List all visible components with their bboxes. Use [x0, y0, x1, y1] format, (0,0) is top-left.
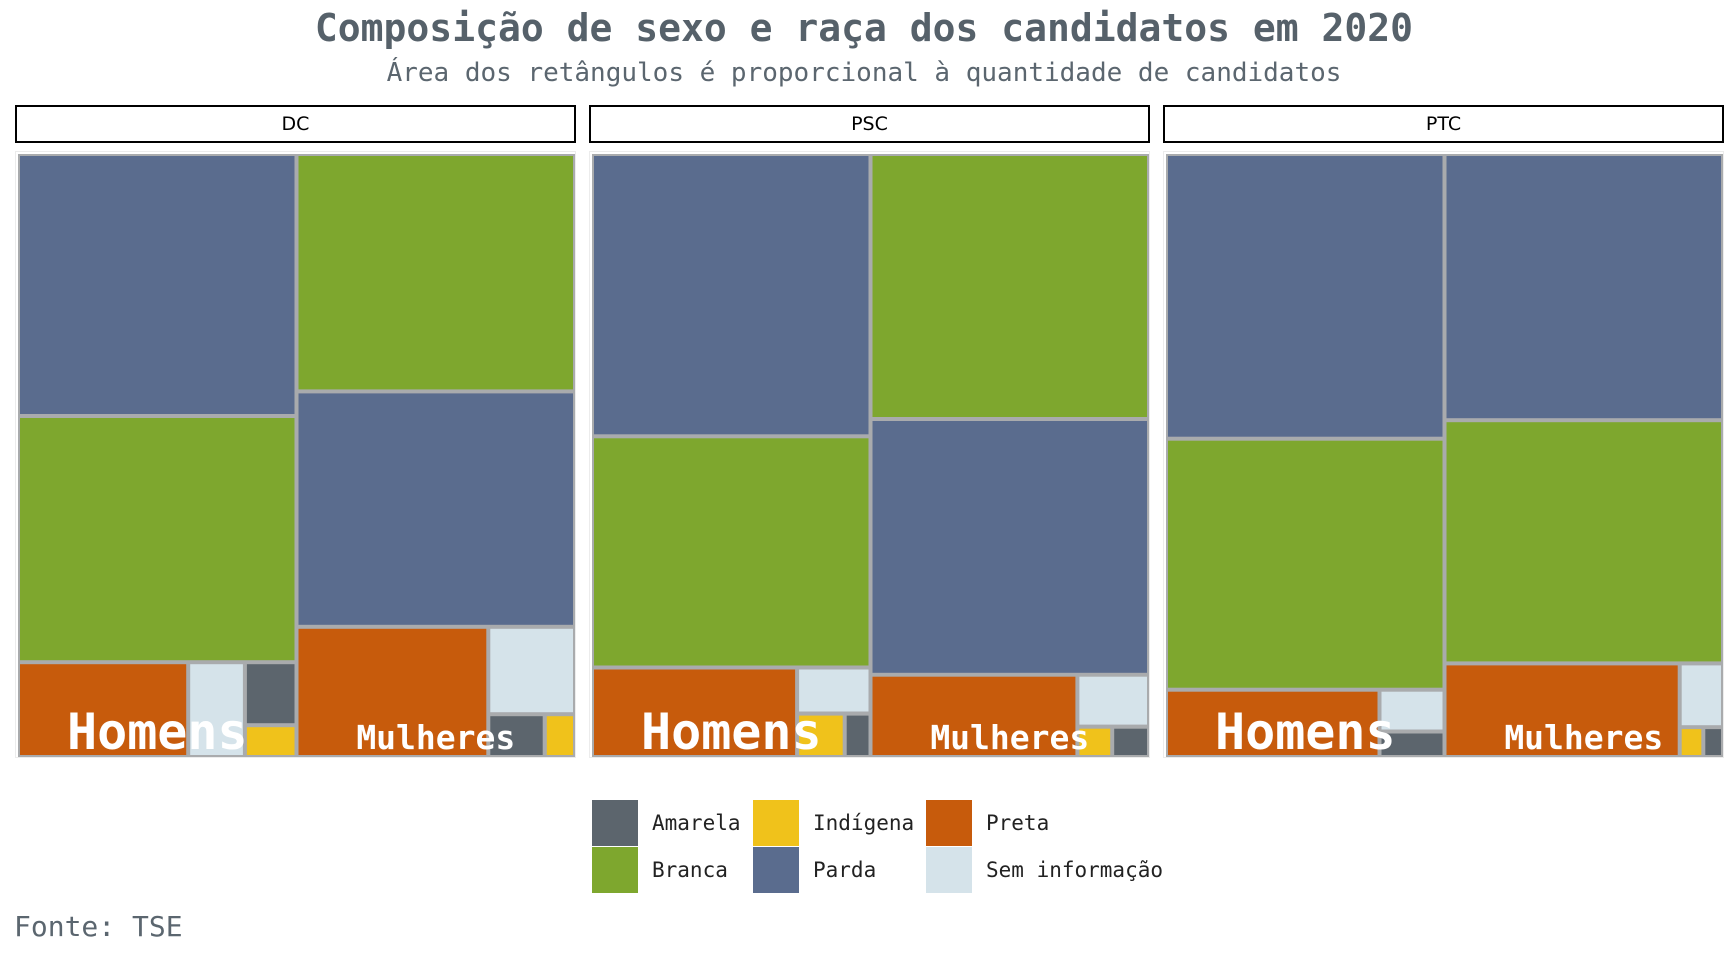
treemap-cell-psc-homens-sem-informacao	[799, 669, 869, 712]
legend-label-branca: Branca	[652, 858, 728, 882]
treemap-ptc: Homens Mulheres	[1166, 154, 1723, 761]
treemap-cell-psc-mulheres-amarela	[1114, 728, 1147, 755]
treemap-cell-psc-mulheres-sem-informacao	[1079, 676, 1147, 725]
treemap-cell-ptc-mulheres-amarela	[1705, 729, 1721, 755]
treemap-cell-ptc-homens-branca	[1168, 440, 1443, 688]
legend-swatch-amarela	[592, 800, 638, 846]
treemap-group-label-dc-mulheres: Mulheres	[356, 718, 515, 757]
legend-label-sem-informacao: Sem informação	[986, 858, 1164, 882]
treemap-cell-psc-mulheres-parda	[872, 421, 1147, 673]
treemap-panel-ptc: Homens Mulheres	[1163, 151, 1724, 761]
treemap-cell-psc-mulheres-preta	[872, 676, 1076, 755]
treemap-cell-dc-mulheres-branca	[298, 156, 573, 390]
treemap-group-label-psc-mulheres: Mulheres	[930, 718, 1089, 757]
treemap-cell-ptc-homens-sem-informacao	[1381, 691, 1443, 730]
chart-title: Composição de sexo e raça dos candidatos…	[314, 6, 1414, 50]
treemap-cell-psc-homens-amarela	[846, 715, 869, 755]
treemap-cell-dc-homens-amarela	[246, 664, 295, 724]
legend-item-preta: Preta	[926, 800, 1049, 846]
treemap-cell-ptc-mulheres-preta	[1446, 665, 1678, 755]
legend-swatch-branca	[592, 847, 638, 893]
treemap-cell-dc-mulheres-sem-informacao	[490, 628, 573, 713]
treemap-cell-ptc-mulheres-indigena	[1681, 729, 1702, 755]
treemap-cell-psc-homens-indigena	[799, 715, 843, 755]
legend-item-sem-informacao: Sem informação	[926, 847, 1163, 893]
chart-subtitle: Área dos retângulos é proporcional à qua…	[386, 58, 1342, 88]
legend-item-branca: Branca	[592, 847, 728, 893]
treemap-psc: Homens Mulheres	[592, 154, 1149, 761]
treemap-cell-psc-homens-preta	[594, 669, 796, 755]
treemap-cell-dc-homens-branca	[20, 418, 295, 661]
facet-strip-psc: PSC	[589, 105, 1150, 143]
legend-swatch-sem-informacao	[926, 847, 972, 893]
legend-label-preta: Preta	[986, 811, 1050, 835]
facet-strip-dc: DC	[15, 105, 576, 143]
treemap-cell-psc-mulheres-indigena	[1079, 728, 1111, 755]
treemap-dc: Homens Mulheres	[18, 154, 575, 761]
treemap-panel-psc: Homens Mulheres	[589, 151, 1150, 761]
legend-label-parda: Parda	[813, 858, 877, 882]
treemap-cell-ptc-homens-amarela	[1381, 733, 1443, 755]
source-note: Fonte: TSE	[14, 910, 183, 943]
treemap-cell-dc-homens-sem-informacao	[190, 664, 243, 755]
legend-swatch-indigena	[753, 800, 799, 846]
treemap-cell-dc-homens-parda	[20, 156, 295, 414]
treemap-group-label-ptc-mulheres: Mulheres	[1504, 718, 1663, 757]
treemap-cell-ptc-mulheres-parda	[1446, 156, 1721, 419]
treemap-cell-psc-homens-parda	[594, 156, 869, 435]
legend-item-amarela: Amarela	[592, 800, 741, 846]
treemap-cell-ptc-mulheres-sem-informacao	[1681, 665, 1721, 726]
treemap-cell-ptc-homens-parda	[1168, 156, 1443, 437]
legend-swatch-preta	[926, 800, 972, 846]
treemap-cell-psc-mulheres-branca	[872, 156, 1147, 417]
legend-item-parda: Parda	[753, 847, 876, 893]
treemap-cell-dc-homens-preta	[20, 664, 187, 755]
treemap-cell-dc-homens-indigena	[246, 727, 295, 755]
legend-label-indigena: Indígena	[813, 811, 915, 835]
treemap-cell-ptc-homens-preta	[1168, 691, 1378, 755]
legend-label-amarela: Amarela	[652, 811, 741, 835]
treemap-cell-dc-mulheres-parda	[298, 393, 573, 625]
treemap-cell-dc-mulheres-amarela	[490, 716, 543, 755]
treemap-cell-dc-mulheres-preta	[298, 628, 487, 755]
treemap-group-label-dc-homens: Homens	[67, 703, 248, 761]
treemap-cell-dc-mulheres-indigena	[546, 716, 573, 755]
legend-item-indigena: Indígena	[753, 800, 914, 846]
treemap-cell-ptc-mulheres-branca	[1446, 422, 1721, 662]
treemap-cell-psc-homens-branca	[594, 438, 869, 666]
legend-swatch-parda	[753, 847, 799, 893]
treemap-group-label-ptc-homens: Homens	[1215, 703, 1396, 761]
treemap-panel-dc: Homens Mulheres	[15, 151, 576, 761]
facet-strip-ptc: PTC	[1163, 105, 1724, 143]
treemap-group-label-psc-homens: Homens	[641, 703, 822, 761]
